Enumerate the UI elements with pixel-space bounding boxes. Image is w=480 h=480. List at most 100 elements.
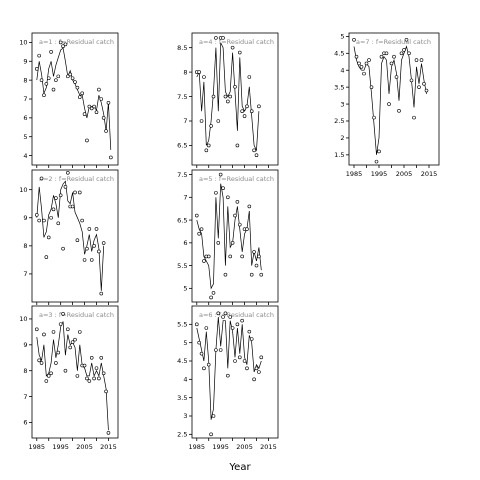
y-tick-label: 10 [19,186,27,194]
observed-point [228,94,233,99]
observed-point [73,190,77,195]
observed-point [46,374,51,378]
observed-point [223,94,228,99]
observed-point [49,215,53,220]
observed-point [97,87,101,92]
y-tick-label: 5 [183,285,187,293]
observed-point [247,329,252,334]
x-tick-label: 2005 [396,170,413,178]
x-tick-label: 1995 [52,443,69,451]
observed-point [414,58,419,62]
observed-point [384,51,389,56]
y-tick-label: 7.5 [177,93,187,101]
observed-point [99,291,104,296]
observed-point [49,371,53,376]
observed-point [399,51,404,56]
observed-point [46,76,51,81]
observed-point [61,311,65,316]
fitted-series-line [36,180,105,291]
observed-point [216,311,221,316]
observed-point [75,238,80,243]
observed-point [221,315,225,319]
observed-point [54,361,58,365]
x-tick-label: 2015 [421,170,438,178]
observed-point [70,340,75,345]
observed-point [66,74,70,79]
observed-point [249,272,254,277]
observed-point [226,195,230,200]
panel-frame [191,169,279,303]
observed-point [257,254,261,259]
observed-point [387,102,391,106]
observed-point [254,366,259,371]
observed-point [37,358,41,363]
observed-point [237,222,242,227]
y-tick-label: 5 [340,33,344,41]
observed-point [199,227,204,231]
observed-point [206,143,211,148]
panel-label: a=5 : f=Residual catch [199,175,274,183]
observed-point [80,218,84,223]
observed-point [68,72,73,77]
observed-point [77,95,82,99]
observed-point [235,143,240,148]
panel-label: a=6 : f=Residual catch [199,311,274,319]
y-tick-label: 4.5 [177,357,187,365]
panel-label: a=1 : f=Residual catch [39,38,114,46]
panel-frame [191,305,279,439]
observed-point [419,58,424,62]
y-tick-label: 3.5 [334,83,344,91]
observed-point [237,355,242,360]
observed-point [379,54,384,59]
panel-label: a=7 : f=Residual catch [356,38,431,46]
observed-point [58,322,63,326]
observed-point [70,204,75,209]
y-tick-label: 10 [19,39,27,47]
observed-point [417,85,421,89]
observed-point [37,53,41,58]
x-axis-title: Year [228,462,251,473]
panel-frame [191,32,279,166]
observed-point [204,148,209,153]
observed-point [194,213,199,218]
y-tick-label: 5.5 [177,262,187,270]
observed-point [216,119,221,123]
observed-point [354,54,359,59]
observed-point [257,104,261,109]
observed-point [63,185,68,189]
observed-point [51,87,56,92]
panel-frame [31,169,119,303]
y-tick-label: 6.5 [177,142,187,150]
observed-point [75,85,80,90]
observed-point [85,138,89,143]
observed-point [230,241,235,245]
panel-3: 6 7 8 9 10 1985 1995 2005 2015 a=3 : f=Residual c… [19,305,119,451]
observed-point [197,340,201,345]
observed-point [104,389,108,394]
x-tick-label: 2015 [100,443,117,451]
observed-point [39,361,44,365]
observed-point [377,149,381,154]
observed-point [99,355,104,360]
observed-point [407,51,411,56]
observed-point [89,355,94,360]
panel-frame [31,32,119,166]
observed-point [402,48,406,52]
observed-point [230,326,235,330]
observed-point [199,351,204,356]
observed-point [89,106,94,111]
y-tick-label: 7 [183,194,187,202]
observed-point [214,348,218,352]
observed-point [94,366,99,370]
observed-point [254,153,259,158]
observed-point [80,91,84,96]
observed-point [206,254,211,259]
observed-point [374,159,379,164]
observed-point [56,221,61,226]
observed-point [56,74,61,79]
panel-6: 2.5 3 3.5 4 4.5 5 5.5 1985 1995 2005 2015 a=6 : f=R… [177,305,279,451]
y-tick-label: 8 [23,242,27,250]
observed-point [230,45,235,50]
panel-frame [348,32,440,166]
x-tick-label: 1985 [189,443,206,451]
